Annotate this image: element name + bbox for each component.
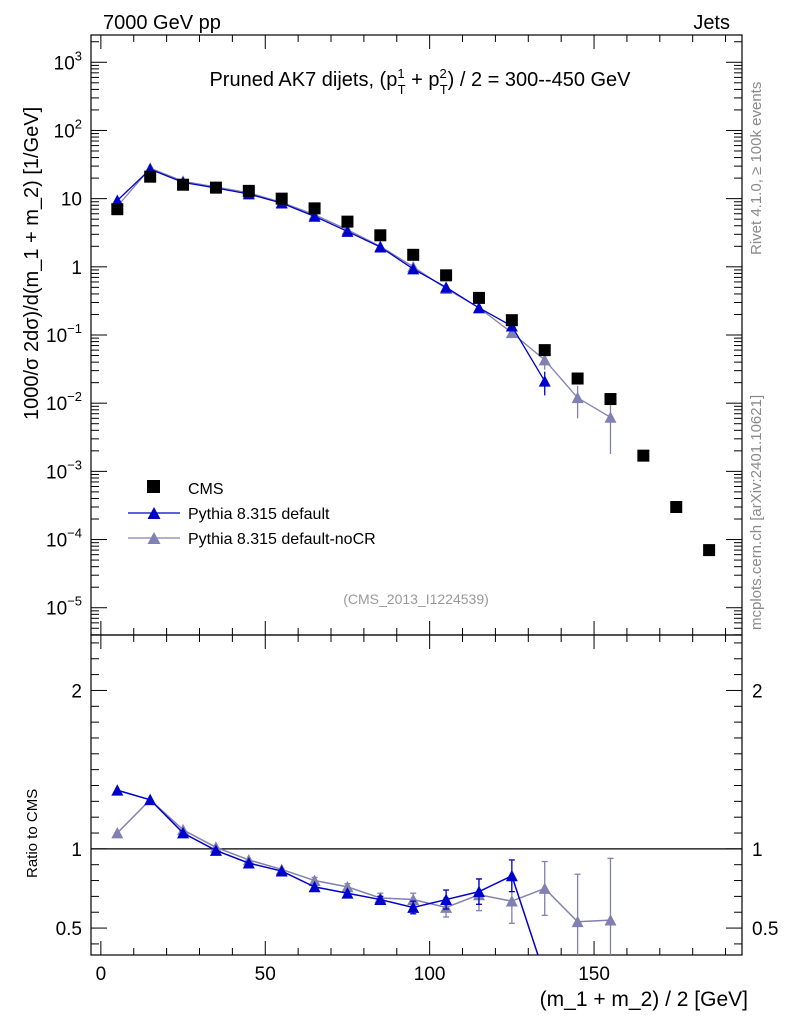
nocr-ratio: [116, 798, 611, 923]
cms-data-point: [571, 372, 584, 385]
default-ratio-point: [407, 901, 420, 913]
default-ratio-point: [374, 893, 387, 905]
x-axis-label: (m_1 + m_2) / 2 [GeV]: [540, 988, 748, 1011]
nocr-ratio-point: [111, 827, 124, 839]
default-series-point: [308, 210, 321, 222]
ratio-y-axis-label: Ratio to CMS: [24, 789, 41, 878]
cms-data-point: [703, 544, 716, 557]
ratio-tick-label: 2: [71, 681, 82, 702]
y-tick-label: 10−2: [46, 389, 82, 415]
default-series-point: [472, 301, 485, 314]
y-tick-label: 10−1: [46, 321, 82, 347]
legend-label-default: Pythia 8.315 default: [188, 506, 330, 523]
default-series: [116, 168, 546, 382]
x-tick-label: 150: [578, 964, 610, 985]
cms-data-point: [440, 269, 453, 282]
ratio-tick-label-right: 2: [752, 681, 763, 702]
nocr-ratio-point: [571, 915, 584, 928]
legend: CMS Pythia 8.315 default Pythia 8.315 de…: [128, 480, 376, 548]
legend-label-cms: CMS: [188, 481, 224, 498]
legend-label-nocr: Pythia 8.315 default-noCR: [188, 531, 376, 548]
nocr-series-point: [505, 326, 518, 339]
y-tick-label: 1: [71, 258, 82, 279]
nocr-ratio-point: [604, 914, 617, 926]
default-ratio-point: [341, 887, 354, 899]
default-ratio-point: [177, 827, 190, 839]
nocr-ratio-point: [341, 880, 354, 893]
x-tick-label: 0: [96, 964, 107, 985]
cms-data-point: [407, 248, 420, 261]
legend-marker-default: [147, 507, 161, 519]
y-tick-label: 10−4: [46, 526, 82, 552]
default-ratio: [117, 789, 539, 955]
cms-data-point: [308, 202, 321, 215]
cms-data-point: [177, 178, 190, 191]
default-ratio-point: [111, 784, 124, 796]
main-data-layer: [111, 162, 716, 557]
ratio-tick-label: 1: [71, 840, 82, 861]
analysis-tag: (CMS_2013_I1224539): [343, 591, 489, 607]
ratio-tick-label-right: 1: [752, 840, 763, 861]
header-right: Jets: [693, 12, 730, 34]
nocr-ratio-point: [538, 882, 551, 894]
default-ratio-point: [440, 893, 453, 905]
y-tick-label: 102: [54, 116, 82, 142]
cms-data-point: [538, 344, 551, 357]
plot-title: Pruned AK7 dijets, (p1 T + p2 T) / 2 = 300…: [209, 66, 631, 97]
cms-data-point: [637, 449, 650, 462]
default-ratio-point: [308, 880, 321, 893]
nocr-series-point: [571, 391, 584, 404]
legend-marker-nocr: [147, 532, 161, 544]
nocr-ratio-point: [407, 893, 420, 905]
ratio-plot-frame: [90, 634, 743, 956]
y-tick-label: 10: [61, 190, 82, 211]
ratio-y-axis: 2 2 1 1 0.5 0.5: [56, 642, 778, 945]
x-tick-label: 50: [255, 964, 276, 985]
cms-data-point: [472, 291, 485, 304]
nocr-ratio-point: [505, 895, 518, 907]
default-series-point: [440, 281, 453, 293]
legend-marker-cms: [147, 480, 160, 493]
default-ratio-point: [505, 869, 518, 882]
header-left: 7000 GeV pp: [103, 12, 221, 34]
cms-data-point: [111, 203, 124, 216]
default-ratio-point: [144, 793, 157, 806]
cms-data-point: [144, 170, 157, 183]
default-ratio-point: [242, 857, 255, 869]
cms-data-point: [604, 393, 617, 406]
y-tick-label: 10−5: [46, 594, 82, 620]
nocr-series: [116, 167, 611, 418]
cms-data-point: [341, 215, 354, 228]
default-series-point: [374, 241, 387, 253]
default-series-point: [111, 194, 124, 206]
y-axis-label: 1000/σ 2dσ)/d(m_1 + m_2) [1/GeV]: [21, 107, 43, 420]
default-ratio-point: [209, 844, 222, 856]
default-series-point: [538, 375, 551, 387]
cms-data-point: [670, 501, 683, 514]
y-tick-label: 103: [54, 48, 82, 74]
cms-data-point: [505, 314, 518, 327]
cms-data-point: [374, 229, 387, 242]
cms-data-point: [209, 181, 222, 194]
nocr-series-point: [604, 411, 617, 423]
ratio-tick-label-right: 0.5: [752, 919, 778, 940]
default-ratio-point: [539, 970, 551, 981]
mcplots-reference-label: mcplots.cern.ch [arXiv:2401.10621]: [748, 395, 765, 630]
ratio-tick-label: 0.5: [56, 919, 82, 940]
default-series-point: [341, 225, 354, 237]
cms-data-point: [242, 184, 255, 197]
cms-data-point: [275, 192, 288, 205]
default-ratio-point: [472, 885, 485, 898]
default-series-point: [407, 262, 420, 275]
y-tick-label: 10−3: [46, 457, 82, 483]
nocr-series-point: [538, 353, 551, 366]
nocr-ratio-point: [308, 874, 321, 886]
x-axis: 0 50 100 150: [96, 35, 727, 985]
ratio-data-layer: [111, 784, 617, 981]
default-ratio-point: [275, 865, 288, 877]
rivet-version-label: Rivet 4.1.0, ≥ 100k events: [748, 82, 765, 255]
x-tick-label: 100: [414, 964, 446, 985]
